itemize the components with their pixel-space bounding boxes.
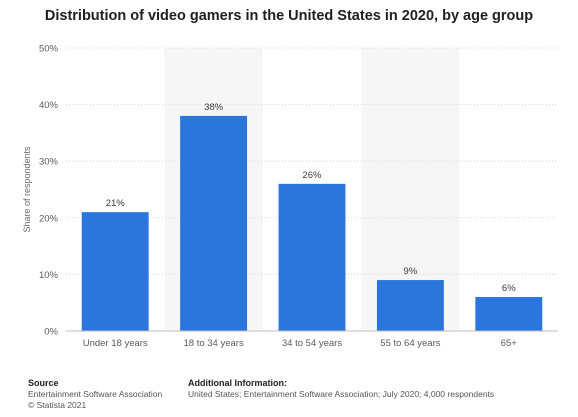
bar	[81, 212, 149, 331]
y-tick-label: 40%	[39, 100, 59, 111]
source-heading: Source	[28, 378, 59, 388]
x-tick-label: 18 to 34 years	[183, 338, 243, 349]
x-tick-label: Under 18 years	[83, 338, 148, 349]
data-label: 9%	[404, 266, 418, 277]
data-label: 26%	[302, 170, 322, 181]
y-axis-title: Share of respondents	[22, 146, 32, 233]
bar	[376, 280, 444, 331]
source-text[interactable]: Entertainment Software Association	[28, 389, 163, 399]
additional-info-block: Additional Information: United States; E…	[188, 378, 494, 400]
bar	[278, 183, 346, 331]
copyright-text: © Statista 2021	[28, 400, 87, 410]
y-tick-label: 10%	[39, 270, 59, 281]
y-tick-label: 20%	[39, 213, 59, 224]
data-label: 38%	[204, 102, 224, 113]
bar	[180, 115, 248, 331]
additional-info-text: United States; Entertainment Software As…	[188, 389, 495, 399]
bar	[475, 297, 543, 331]
data-label: 6%	[502, 283, 516, 294]
x-tick-label: 34 to 54 years	[282, 338, 342, 349]
additional-info-heading: Additional Information:	[188, 378, 287, 388]
x-tick-label: 65+	[501, 338, 518, 349]
y-tick-label: 0%	[44, 327, 58, 338]
y-tick-label: 30%	[39, 157, 59, 168]
data-label: 21%	[106, 198, 126, 209]
y-tick-label: 50%	[39, 44, 59, 55]
source-block: Source Entertainment Software Associatio…	[28, 378, 162, 411]
chart-title: Distribution of video gamers in the Unit…	[44, 8, 534, 24]
x-tick-label: 55 to 64 years	[380, 338, 440, 349]
